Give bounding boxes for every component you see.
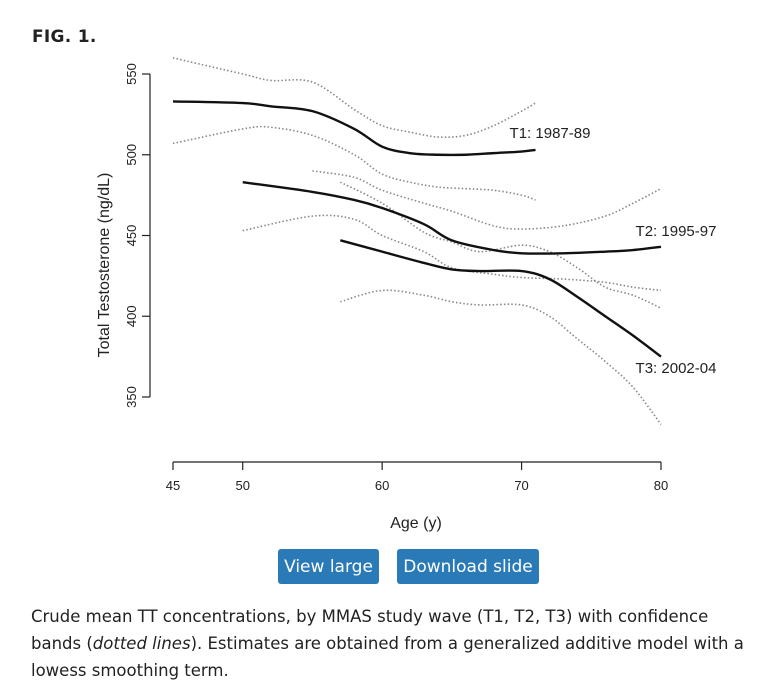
- figure-caption: Crude mean TT concentrations, by MMAS st…: [31, 603, 756, 684]
- series-line: [172, 100, 536, 157]
- series-labels: T1: 1987-89 T2: 1995-97 T3: 2002-04: [510, 125, 717, 377]
- y-axis-label: Total Testosterone (ng/dL): [96, 173, 113, 358]
- chart: 45 50 60 70 80 350 400 450 500 550 T1: 1987-89 T2:…: [96, 57, 717, 532]
- figure-label: FIG. 1.: [32, 27, 97, 47]
- series-line: [340, 239, 662, 358]
- series-label: T2: 1995-97: [636, 223, 717, 240]
- x-tick-label: 70: [514, 478, 528, 493]
- y-tick-label: 550: [124, 63, 139, 85]
- download-slide-button[interactable]: Download slide: [397, 549, 539, 584]
- confidence-band-lower: [340, 289, 662, 425]
- x-tick-label: 45: [166, 478, 180, 493]
- confidence-band-lower: [172, 125, 536, 201]
- confidence-band-upper: [312, 170, 662, 230]
- y-tick-label: 400: [124, 305, 139, 327]
- x-tick-label: 80: [654, 478, 668, 493]
- confidence-bands: [172, 57, 662, 425]
- series-line: [242, 181, 662, 255]
- caption-italic: dotted lines: [92, 634, 191, 653]
- series-label: T1: 1987-89: [510, 125, 591, 142]
- x-axis-label: Age (y): [390, 515, 442, 532]
- view-large-button[interactable]: View large: [278, 549, 379, 584]
- y-tick-label: 350: [124, 386, 139, 408]
- series-label: T3: 2002-04: [636, 360, 717, 377]
- confidence-band-upper: [172, 57, 536, 139]
- axes: 45 50 60 70 80 350 400 450 500 550: [124, 63, 668, 493]
- series-lines: [172, 100, 662, 358]
- x-tick-label: 60: [375, 478, 389, 493]
- confidence-band-upper: [339, 181, 662, 309]
- caption-text-start: Crude mean TT concentrations, by MMAS st…: [31, 607, 709, 653]
- x-tick-label: 50: [235, 478, 249, 493]
- y-tick-label: 450: [124, 225, 139, 247]
- y-tick-label: 500: [124, 144, 139, 166]
